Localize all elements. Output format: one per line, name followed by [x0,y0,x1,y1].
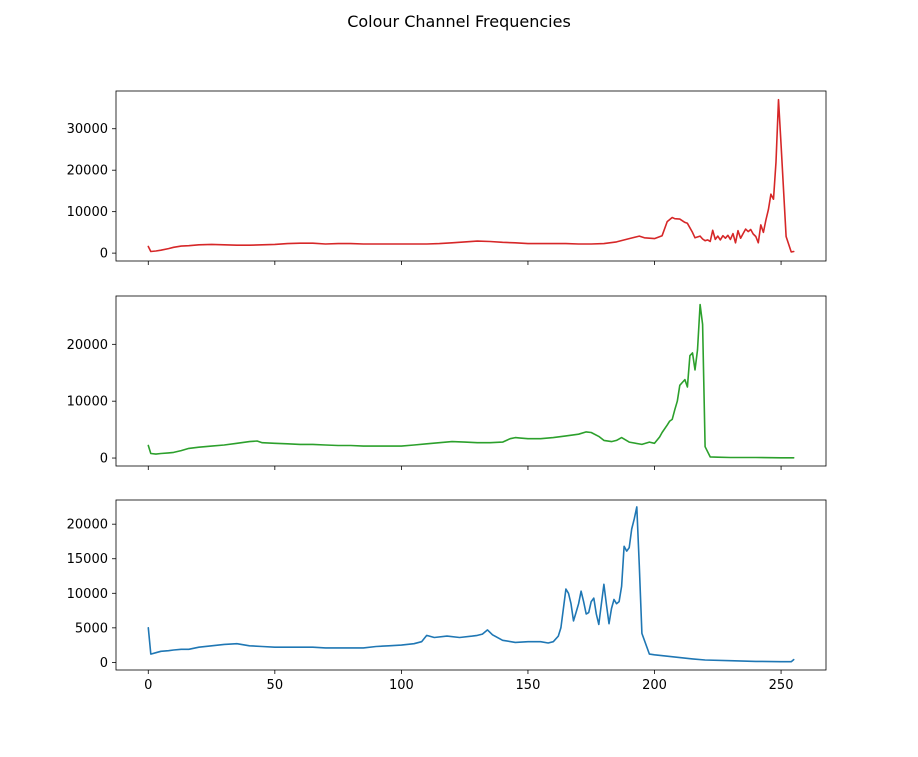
green-channel-line [147,303,795,459]
green-channel-axes: 0 10000 20000 [67,295,827,470]
blue-ytick-label: 0 [100,656,108,671]
green-ytick-label: 0 [100,452,108,467]
blue-ytick-label: 10000 [67,587,108,602]
green-ytick-label: 10000 [67,395,108,410]
blue-xtick-label: 100 [389,678,414,693]
green-ytick-label: 20000 [67,338,108,353]
red-ytick-label: 10000 [67,205,108,220]
blue-xtick-label: 0 [144,678,152,693]
blue-channel-line [147,506,795,663]
green-axes-frame [115,295,827,467]
blue-ytick-label: 5000 [75,621,108,636]
blue-channel-axes: 0 5000 10000 15000 20000 0 50 100 150 200 250 [67,499,827,693]
red-ytick-label: 0 [100,247,108,262]
red-channel-axes: 0 10000 20000 30000 [67,90,827,265]
blue-xtick-label: 200 [642,678,667,693]
red-channel-line [147,98,795,253]
red-ytick-label: 30000 [67,122,108,137]
blue-ytick-label: 20000 [67,518,108,533]
figure-title: Colour Channel Frequencies [347,12,571,31]
blue-ytick-label: 15000 [67,552,108,567]
red-axes-frame [115,90,827,262]
blue-xtick-label: 150 [516,678,541,693]
blue-xtick-label: 50 [267,678,284,693]
blue-xtick-label: 250 [769,678,794,693]
red-ytick-label: 20000 [67,164,108,179]
blue-axes-frame [115,499,827,671]
